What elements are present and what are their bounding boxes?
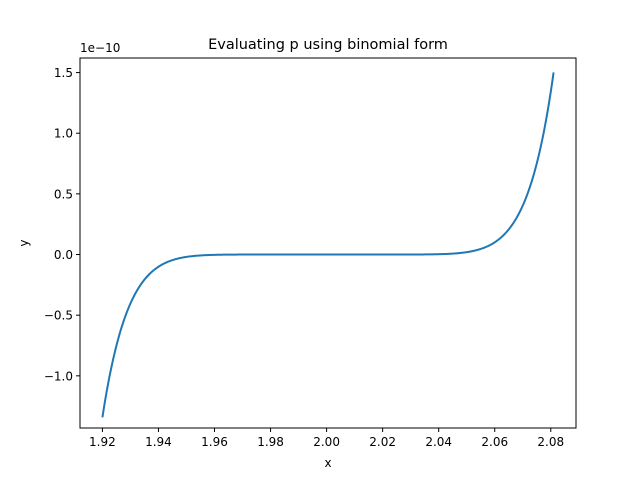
y-tick-label: 1.0	[54, 127, 73, 141]
y-tick-label: 0.5	[54, 187, 73, 201]
y-tick-label: −0.5	[44, 309, 73, 323]
y-axis-label: y	[17, 239, 31, 246]
chart-title: Evaluating p using binomial form	[208, 37, 448, 53]
y-offset-label: 1e−10	[80, 41, 120, 55]
x-axis-label: x	[324, 456, 331, 470]
x-tick-label: 2.06	[481, 435, 508, 449]
x-tick-label: 1.98	[257, 435, 284, 449]
y-tick-label: −1.0	[44, 369, 73, 383]
y-tick-label: 0.0	[54, 248, 73, 262]
x-axis-ticks: 1.92 1.94 1.96 1.98 2.00 2.02 2.04 2.06 2.08	[89, 428, 564, 449]
series-line	[101, 72, 555, 418]
x-tick-label: 2.08	[537, 435, 564, 449]
axes-frame	[79, 57, 577, 429]
x-tick-label: 2.00	[313, 435, 340, 449]
x-tick-label: 1.94	[145, 435, 172, 449]
x-tick-label: 2.04	[425, 435, 452, 449]
x-tick-label: 1.92	[89, 435, 116, 449]
y-tick-label: 1.5	[54, 66, 73, 80]
y-axis-ticks: −1.0 −0.5 0.0 0.5 1.0 1.5	[44, 66, 80, 383]
x-tick-label: 2.02	[369, 435, 396, 449]
x-tick-label: 1.96	[201, 435, 228, 449]
